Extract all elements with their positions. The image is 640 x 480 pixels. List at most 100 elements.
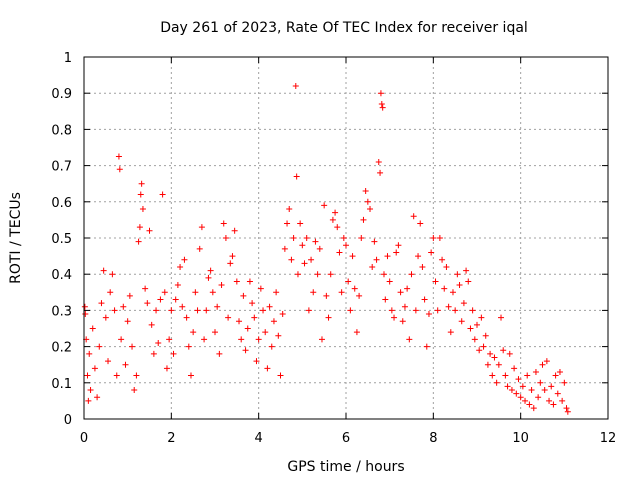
data-point — [89, 325, 96, 332]
data-point — [209, 289, 216, 296]
data-point — [467, 325, 474, 332]
data-point — [364, 198, 371, 205]
data-point — [172, 296, 179, 303]
data-point — [401, 303, 408, 310]
data-point — [257, 285, 264, 292]
data-point — [236, 318, 243, 325]
x-tick-label: 4 — [255, 431, 263, 446]
data-point — [292, 82, 299, 89]
data-point — [358, 235, 365, 241]
data-point — [343, 242, 349, 249]
data-point — [262, 329, 269, 336]
data-point — [310, 289, 317, 296]
data-point — [120, 303, 127, 310]
data-point — [386, 278, 393, 285]
data-point — [559, 397, 566, 404]
data-point — [336, 249, 343, 256]
data-point — [133, 372, 140, 379]
data-point — [131, 387, 138, 394]
data-point — [458, 318, 465, 325]
data-point — [489, 372, 496, 379]
data-point — [94, 394, 101, 401]
data-point — [397, 289, 404, 296]
data-point — [312, 238, 319, 245]
data-point — [111, 307, 118, 314]
data-point — [318, 336, 325, 343]
data-point — [495, 361, 502, 368]
data-point — [412, 307, 419, 314]
data-point — [474, 321, 480, 328]
data-point — [294, 271, 301, 278]
data-point — [229, 253, 236, 260]
data-point — [456, 282, 463, 289]
data-point — [192, 289, 199, 296]
data-point — [379, 104, 386, 111]
data-point — [153, 307, 160, 314]
data-point — [98, 300, 105, 307]
data-point — [528, 387, 535, 394]
y-tick-label: 0.7 — [51, 160, 72, 175]
data-point — [384, 253, 391, 260]
data-point — [371, 238, 378, 245]
data-point — [159, 191, 166, 198]
data-point — [430, 235, 437, 241]
data-point — [137, 191, 144, 198]
data-point — [498, 314, 505, 321]
data-point — [242, 347, 249, 354]
data-point — [530, 405, 537, 412]
data-point — [526, 401, 533, 408]
data-point — [279, 311, 286, 318]
data-point — [373, 256, 380, 263]
data-point — [91, 365, 98, 372]
data-point — [329, 216, 336, 223]
data-point — [205, 274, 212, 281]
data-point — [201, 336, 208, 343]
data-point — [163, 365, 170, 372]
data-point — [299, 242, 306, 249]
data-point — [166, 336, 173, 343]
y-tick-label: 0.5 — [51, 232, 72, 247]
data-point — [183, 314, 190, 321]
data-point — [491, 354, 498, 361]
data-point — [410, 213, 417, 220]
data-point — [537, 379, 544, 386]
data-point — [277, 372, 284, 379]
data-point — [82, 311, 89, 318]
data-point — [445, 303, 452, 310]
data-point — [556, 368, 563, 375]
y-tick-label: 0 — [64, 413, 72, 428]
data-point — [181, 256, 188, 263]
data-point — [367, 206, 374, 213]
data-point — [356, 292, 363, 299]
x-tick-label: 8 — [429, 431, 437, 446]
data-point — [233, 278, 240, 285]
data-point — [146, 227, 153, 234]
data-point — [425, 311, 432, 318]
data-point — [268, 343, 275, 350]
data-point — [399, 318, 406, 325]
x-tick-label: 2 — [167, 431, 175, 446]
data-point — [142, 285, 149, 292]
data-point — [225, 314, 232, 321]
data-point — [218, 282, 225, 289]
data-point — [174, 282, 181, 289]
data-point — [87, 387, 94, 394]
data-point — [222, 235, 229, 241]
y-tick-label: 1 — [64, 51, 72, 66]
data-point — [360, 216, 367, 223]
data-point — [406, 336, 413, 343]
data-point — [144, 300, 151, 307]
data-point — [270, 318, 277, 325]
data-point — [439, 256, 446, 263]
data-point — [246, 278, 253, 285]
data-point — [168, 307, 175, 314]
data-point — [129, 343, 136, 350]
data-point — [447, 329, 454, 336]
data-point — [126, 292, 133, 299]
data-point — [203, 307, 210, 314]
data-point — [136, 224, 143, 231]
data-point — [463, 267, 470, 274]
data-point — [196, 245, 203, 252]
data-point — [548, 383, 555, 390]
data-point — [249, 300, 256, 307]
